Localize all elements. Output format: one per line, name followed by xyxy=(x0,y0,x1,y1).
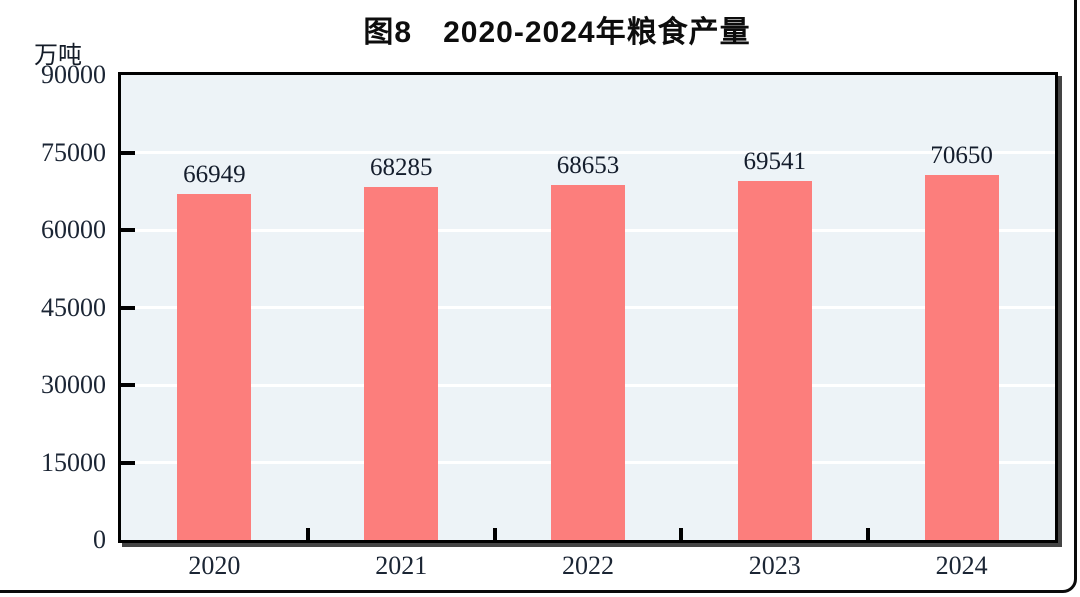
x-tick-mark xyxy=(866,528,871,540)
y-tick-mark xyxy=(121,150,135,155)
plot-area: 66949 68285 68653 69541 70650 xyxy=(118,72,1058,543)
bar xyxy=(551,185,625,540)
x-tick-label: 2024 xyxy=(935,551,988,580)
y-axis-tick-labels: 0 15000 30000 45000 60000 75000 90000 xyxy=(0,60,106,554)
y-tick-label: 0 xyxy=(93,525,106,554)
x-tick-mark xyxy=(305,528,310,540)
bar xyxy=(364,187,439,540)
y-tick-label: 45000 xyxy=(41,292,106,322)
x-axis-tick-labels: 2020 2021 2022 2023 2024 xyxy=(118,543,1058,585)
bar-value-label: 68653 xyxy=(556,152,620,180)
y-tick-mark xyxy=(121,228,135,232)
bar-value-label: 66949 xyxy=(183,161,246,189)
bar xyxy=(177,194,252,540)
y-tick-label: 75000 xyxy=(41,137,106,167)
x-tick-label: 2020 xyxy=(188,551,241,580)
x-tick-mark xyxy=(492,528,497,540)
y-tick-label: 60000 xyxy=(41,215,106,244)
y-tick-mark xyxy=(121,460,135,465)
bar xyxy=(737,180,812,540)
gridline xyxy=(121,151,1055,154)
bar-value-label: 69541 xyxy=(743,147,807,175)
y-tick-label: 90000 xyxy=(41,60,106,89)
x-tick-label: 2022 xyxy=(562,551,614,580)
chart-title: 图8 2020-2024年粮食产量 xyxy=(363,16,751,49)
bar xyxy=(924,174,999,540)
x-tick-label: 2021 xyxy=(375,551,428,580)
y-tick-label: 15000 xyxy=(41,447,106,477)
y-tick-mark xyxy=(121,383,135,387)
x-tick-mark xyxy=(679,528,684,540)
bar-value-label: 70650 xyxy=(930,141,993,169)
y-tick-mark xyxy=(121,305,135,310)
x-tick-label: 2023 xyxy=(748,551,801,580)
bar-value-label: 68285 xyxy=(369,154,433,182)
y-tick-label: 30000 xyxy=(41,370,106,399)
y-axis-unit-label: 万吨 xyxy=(34,43,82,69)
